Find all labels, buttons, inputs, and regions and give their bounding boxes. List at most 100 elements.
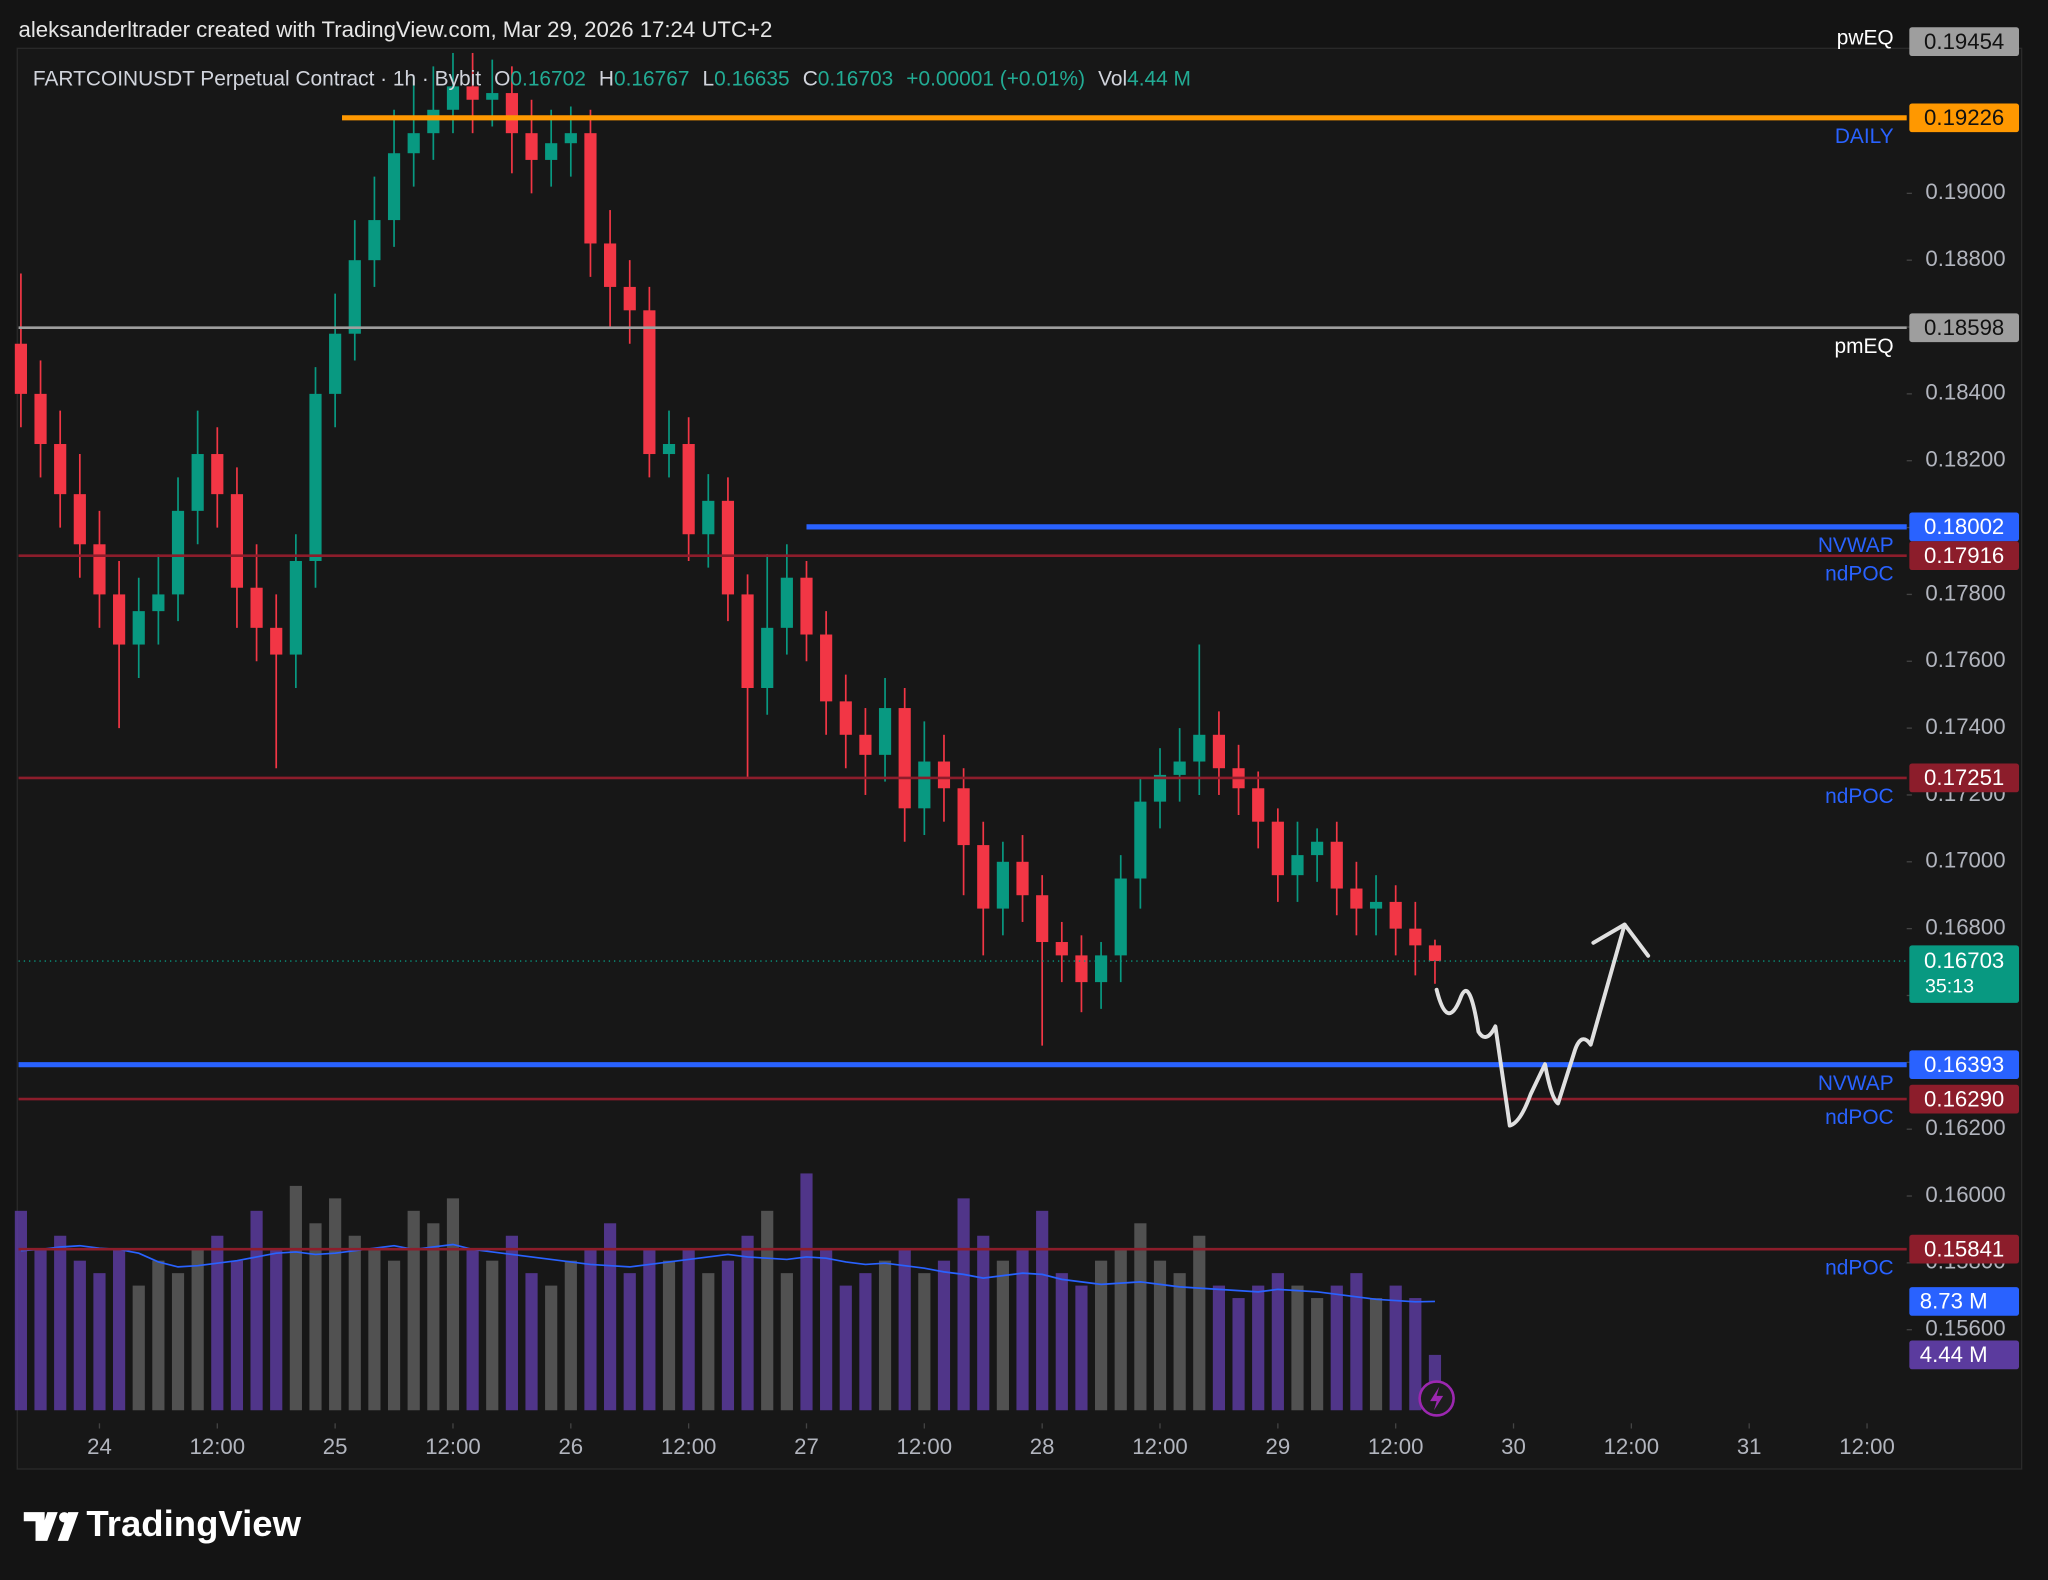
x-tick-label: 12:00 bbox=[1839, 1434, 1895, 1459]
y-tick-label: 0.18800 bbox=[1925, 246, 2005, 271]
volume-bar bbox=[702, 1273, 715, 1411]
candle-body bbox=[1212, 734, 1226, 769]
volume-bar bbox=[1330, 1285, 1343, 1411]
volume-bar bbox=[132, 1285, 145, 1411]
candle-body bbox=[113, 594, 126, 645]
candle-body bbox=[996, 861, 1009, 909]
candle-body bbox=[191, 454, 204, 511]
volume-bar bbox=[329, 1198, 342, 1411]
volume-bar bbox=[191, 1248, 204, 1411]
x-tick-label: 24 bbox=[87, 1434, 112, 1459]
candle-body bbox=[387, 153, 401, 221]
volume-bar bbox=[1036, 1210, 1049, 1411]
candle-body bbox=[604, 243, 617, 287]
legend-item: 0.16703 bbox=[818, 67, 893, 90]
volume-bar bbox=[152, 1260, 165, 1411]
price-box-label: 0.19226 bbox=[1924, 105, 2004, 130]
price-box bbox=[1909, 27, 2020, 56]
candle-body bbox=[1134, 801, 1147, 879]
candle-body bbox=[348, 260, 361, 334]
volume-bar bbox=[73, 1260, 86, 1411]
legend-item: Vol bbox=[1098, 67, 1127, 90]
y-tick-label: 0.17800 bbox=[1925, 580, 2005, 605]
level-name: ndPOC bbox=[1825, 785, 1893, 808]
candle-body bbox=[14, 343, 27, 394]
volume-bar bbox=[564, 1260, 577, 1411]
volume-bar bbox=[54, 1235, 67, 1411]
candle-body bbox=[505, 93, 518, 134]
volume-bar bbox=[348, 1235, 361, 1411]
brand: TradingView bbox=[86, 1503, 301, 1544]
legend-item: 0.16635 bbox=[714, 67, 789, 90]
volume-bar bbox=[1095, 1260, 1108, 1411]
volume-bar bbox=[34, 1248, 47, 1411]
volume-bar bbox=[1389, 1285, 1402, 1411]
price-box-label: 0.16393 bbox=[1924, 1052, 2004, 1077]
legend-item: 4.44 M bbox=[1127, 67, 1191, 90]
x-tick-label: 27 bbox=[794, 1434, 819, 1459]
candle-body bbox=[1173, 761, 1186, 775]
volume-bar bbox=[486, 1260, 499, 1411]
header: aleksanderltrader created with TradingVi… bbox=[19, 17, 773, 42]
candle-body bbox=[859, 734, 872, 755]
candle-body bbox=[1252, 788, 1265, 822]
volume-bar bbox=[859, 1273, 872, 1411]
volume-bar bbox=[446, 1198, 460, 1411]
candle-body bbox=[407, 133, 420, 154]
level-name: NVWAP bbox=[1818, 1072, 1894, 1095]
volume-bar bbox=[1055, 1273, 1068, 1411]
candle-body bbox=[1114, 878, 1127, 956]
candle-body bbox=[1075, 955, 1088, 983]
volume-bar bbox=[643, 1248, 656, 1411]
volume-bar bbox=[230, 1260, 244, 1411]
volume-bar bbox=[977, 1235, 990, 1411]
legend-item: FARTCOINUSDT Perpetual Contract · 1h · B… bbox=[33, 67, 481, 90]
legend-item: C bbox=[803, 67, 818, 90]
volume-bar bbox=[721, 1260, 735, 1411]
candle-body bbox=[1409, 928, 1422, 946]
candle-body bbox=[957, 788, 970, 846]
volume-bar bbox=[996, 1260, 1009, 1411]
candle-body bbox=[800, 577, 813, 635]
volume-bar bbox=[1252, 1285, 1265, 1411]
candle-body bbox=[329, 333, 342, 394]
candle-body bbox=[545, 143, 558, 160]
candle-body bbox=[898, 708, 911, 809]
candle-body bbox=[662, 444, 676, 455]
price-box-label: 0.16290 bbox=[1924, 1086, 2004, 1111]
logo-mark bbox=[57, 1512, 79, 1541]
price-box bbox=[1909, 1050, 2020, 1080]
volume-bar bbox=[1016, 1248, 1029, 1411]
price-box bbox=[1909, 541, 2020, 571]
volume-bar bbox=[113, 1248, 126, 1411]
current-price-box bbox=[1909, 945, 2020, 1003]
candle-body bbox=[486, 93, 499, 100]
price-box bbox=[1909, 1234, 2020, 1264]
legend-item: +0.00001 (+0.01%) bbox=[906, 67, 1085, 90]
candle-body bbox=[1369, 901, 1383, 909]
candle-body bbox=[427, 109, 440, 134]
price-box-label: 0.18598 bbox=[1924, 315, 2004, 340]
volume-ma-label: 8.73 M bbox=[1920, 1289, 1988, 1314]
level-name: pmEQ bbox=[1834, 335, 1893, 358]
x-tick-label: 12:00 bbox=[190, 1434, 246, 1459]
candle-body bbox=[937, 761, 951, 789]
level-name: ndPOC bbox=[1825, 563, 1893, 586]
volume-bar bbox=[1311, 1298, 1324, 1411]
plot-area: 0.190000.188000.186000.184000.182000.180… bbox=[14, 27, 2020, 1459]
x-tick-label: 12:00 bbox=[897, 1434, 953, 1459]
level-name: DAILY bbox=[1835, 125, 1894, 148]
legend: FARTCOINUSDT Perpetual Contract · 1h · B… bbox=[33, 67, 1191, 90]
candle-body bbox=[171, 510, 185, 595]
candle-body bbox=[466, 86, 479, 100]
price-box bbox=[1909, 103, 2020, 133]
x-tick-label: 28 bbox=[1030, 1434, 1055, 1459]
candle-body bbox=[270, 627, 283, 655]
candle-body bbox=[1350, 888, 1363, 909]
price-box-label: 0.17916 bbox=[1924, 543, 2004, 568]
candle-body bbox=[839, 701, 852, 735]
brand-logo: TradingView bbox=[23, 1503, 302, 1544]
legend-item: 0.16767 bbox=[614, 67, 689, 90]
volume-bar bbox=[525, 1273, 538, 1411]
y-tick-label: 0.17000 bbox=[1925, 848, 2005, 873]
